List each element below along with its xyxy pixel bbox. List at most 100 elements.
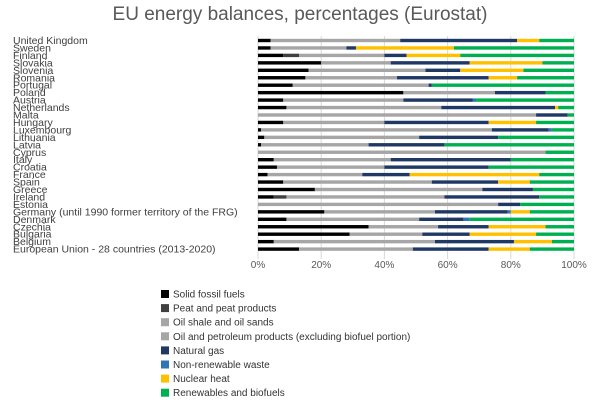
category-label: France — [13, 169, 46, 181]
bar-segment — [324, 210, 435, 214]
bar-segment — [258, 135, 265, 140]
bar-segment — [258, 143, 262, 147]
bar-segment — [517, 38, 540, 43]
bar-segment — [258, 53, 284, 58]
bar-segment — [551, 239, 574, 244]
bar-segment — [441, 105, 556, 110]
legend-label: Peat and peat products — [173, 304, 276, 315]
x-tick-label: 80% — [501, 260, 521, 271]
category-label: Croatia — [13, 162, 47, 174]
bar-segment — [258, 202, 499, 207]
bar-segment — [495, 90, 546, 95]
bar-segment — [321, 61, 391, 65]
category-label: Slovenia — [13, 65, 53, 77]
bar-segment — [548, 128, 552, 132]
category-label: Netherlands — [13, 102, 70, 114]
bar-segment — [510, 210, 530, 214]
bar-segment — [368, 143, 445, 147]
bar-segment — [267, 172, 363, 177]
bar-segment — [346, 46, 356, 50]
bar-segment — [425, 68, 461, 72]
bar-segment — [258, 165, 277, 169]
legend-swatch — [161, 360, 169, 369]
category-label: Lithuania — [13, 132, 56, 144]
bar-segment — [258, 158, 274, 162]
bar-segment — [292, 83, 429, 87]
bar-segment — [545, 225, 574, 229]
bar-segment — [545, 150, 574, 154]
bar-segment — [545, 90, 574, 95]
x-tick-label: 100% — [561, 260, 587, 271]
category-label: United Kingdom — [13, 35, 88, 47]
bar-segment — [510, 158, 574, 162]
bar-segment — [286, 195, 445, 199]
bar-segment — [419, 135, 499, 140]
bar-segment — [434, 210, 508, 214]
bar-segment — [258, 128, 262, 132]
bar-segment — [349, 232, 423, 236]
category-label: Finland — [13, 50, 48, 62]
bar-segment — [286, 105, 442, 110]
legend-label: Solid fossil fuels — [173, 290, 245, 301]
bar-segment — [523, 68, 574, 72]
bars — [258, 38, 574, 251]
bar-segment — [299, 247, 413, 251]
bar-segment — [488, 225, 546, 229]
bar-segment — [397, 76, 489, 80]
bar-segment — [390, 61, 470, 65]
bar-segment — [558, 105, 574, 110]
legend-swatch — [161, 318, 169, 327]
bar-segment — [463, 217, 470, 221]
bar-segment — [261, 128, 492, 132]
bar-segment — [264, 135, 420, 140]
category-label: Czechia — [13, 221, 51, 233]
bar-segment — [406, 53, 461, 58]
bar-segment — [286, 217, 420, 221]
bar-segment — [419, 217, 464, 221]
bar-segment — [539, 38, 574, 43]
category-label: Greece — [13, 184, 48, 196]
bar-segment — [283, 98, 404, 102]
bar-segment — [444, 143, 574, 147]
bar-segment — [431, 180, 499, 184]
bar-segment — [567, 113, 574, 117]
bar-segment — [460, 68, 524, 72]
bar-segment — [258, 90, 404, 95]
bar-segment — [258, 113, 537, 117]
bar-segment — [517, 76, 574, 80]
bar-segment — [444, 195, 540, 199]
legend-swatch — [161, 346, 169, 355]
category-label: Malta — [13, 110, 39, 122]
gridlines — [257, 36, 575, 260]
bar-segment — [539, 172, 574, 177]
bar-segment — [488, 76, 518, 80]
bar-segment — [270, 38, 401, 43]
bar-segment — [384, 165, 489, 169]
bar-segment — [258, 210, 325, 214]
bar-segment — [403, 98, 473, 102]
bar-segment — [273, 158, 391, 162]
bar-segment — [261, 143, 369, 147]
category-label: Romania — [13, 72, 55, 84]
legend-swatch — [161, 388, 169, 397]
bar-segment — [412, 247, 489, 251]
bar-segment — [283, 53, 300, 58]
legend-label: Renewables and biofuels — [173, 388, 285, 399]
category-label: Estonia — [13, 199, 48, 211]
bar-segment — [273, 195, 287, 199]
bar-segment — [536, 120, 574, 125]
bar-segment — [536, 232, 574, 236]
bar-segment — [258, 247, 300, 251]
bar-segment — [258, 150, 546, 154]
legend-label: Non-renewable waste — [173, 360, 270, 371]
bar-segment — [536, 113, 568, 117]
bar-segment — [431, 83, 574, 87]
bar-segment — [453, 46, 574, 50]
bar-segment — [258, 195, 274, 199]
bar-segment — [513, 239, 552, 244]
bar-segment — [273, 239, 435, 244]
bar-segment — [258, 105, 287, 110]
bar-segment — [428, 83, 432, 87]
bar-segment — [362, 172, 410, 177]
bar-segment — [258, 61, 322, 65]
